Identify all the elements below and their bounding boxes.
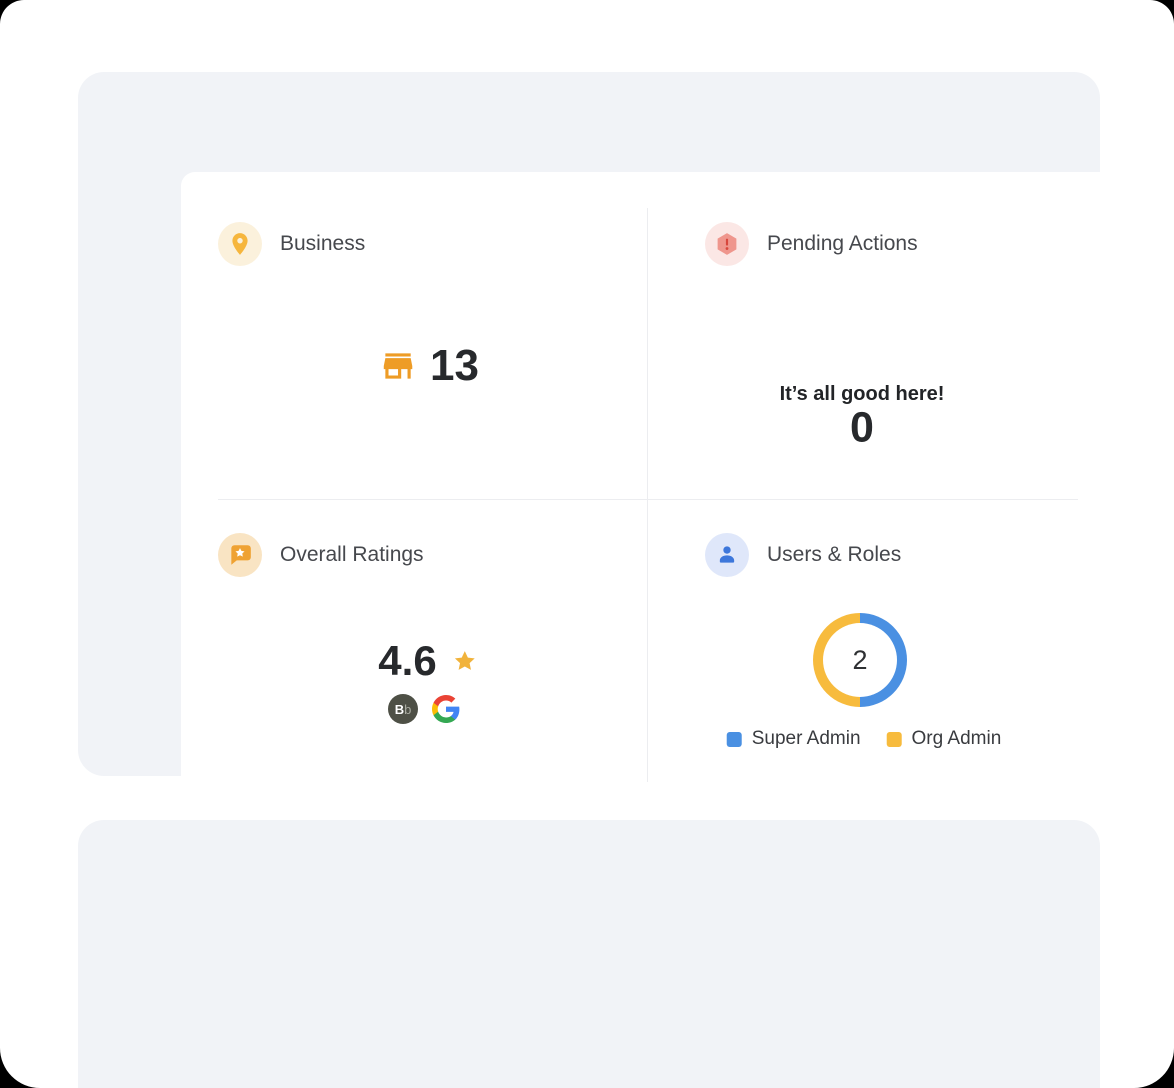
pending-actions-label: Pending Actions [767,232,918,255]
business-tile[interactable]: Business [218,222,365,266]
vertical-divider [647,208,648,782]
user-icon [705,533,749,577]
business-label: Business [280,232,366,255]
users-roles-legend: Super Admin Org Admin [726,728,1002,750]
legend-item-org-admin: Org Admin [886,728,1002,750]
super-admin-swatch [726,731,742,747]
pending-actions-count: 0 [850,403,874,452]
org-admin-label: Org Admin [911,728,1002,749]
users-roles-donut-chart: 2 [813,613,907,707]
alert-hexagon-icon [705,222,749,266]
bb-badge-letter-light: b [404,701,412,717]
horizontal-divider [218,499,1078,500]
pending-actions-tile[interactable]: Pending Actions [705,222,918,266]
users-total-count: 2 [823,623,897,697]
business-count-value: 13 [430,341,479,390]
review-bubble-icon [218,533,262,577]
bb-badge-letter-bold: B [394,701,405,717]
rating-number: 4.6 [378,637,437,684]
overall-ratings-label: Overall Ratings [280,543,424,566]
org-admin-swatch [886,731,902,747]
legend-item-super-admin: Super Admin [726,728,861,750]
locations-panel: Locations On Map [78,820,1100,1088]
super-admin-label: Super Admin [751,728,861,749]
overall-ratings-tile[interactable]: Overall Ratings [218,533,424,577]
star-icon [455,650,476,670]
users-roles-label: Users & Roles [767,543,902,566]
overall-rating-value: 4.6 [378,640,477,682]
storefront-icon [383,353,413,379]
overview-panel: Business 13 Pending Actions [78,72,1152,820]
overview-card: Business 13 Pending Actions [181,172,1152,820]
google-icon [432,695,460,723]
location-pin-icon [218,222,262,266]
business-count: 13 [379,344,479,388]
pending-actions-message: It’s all good here! [779,383,945,405]
users-roles-tile[interactable]: Users & Roles [705,533,901,577]
